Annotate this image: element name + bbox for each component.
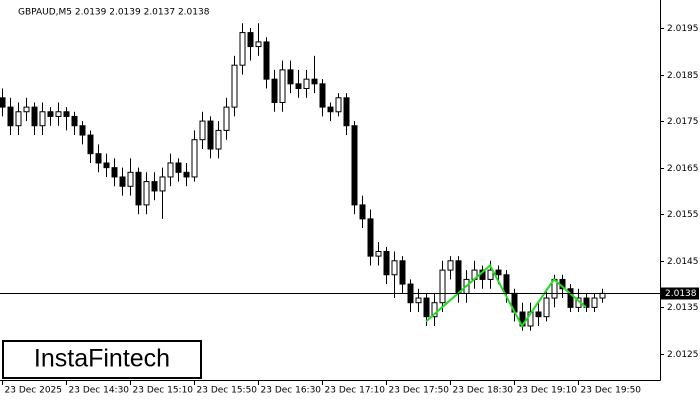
candle-body bbox=[391, 260, 398, 276]
x-tick-label: 23 Dec 17:10 bbox=[325, 386, 386, 396]
current-price-label: 2.0138 bbox=[665, 289, 697, 299]
candle-body bbox=[311, 78, 318, 85]
y-tick-label: 2.0155 bbox=[667, 210, 699, 220]
x-tick-label: 23 Dec 16:30 bbox=[261, 386, 322, 396]
candle-body bbox=[263, 41, 270, 80]
candle-body bbox=[503, 274, 510, 294]
candle-body bbox=[175, 162, 182, 173]
candle-body bbox=[431, 302, 438, 318]
chart-title: GBPAUD,M5 2.0139 2.0139 2.0137 2.0138 bbox=[18, 8, 210, 18]
x-tick-label: 23 Dec 15:50 bbox=[197, 386, 258, 396]
x-tick-label: 23 Dec 17:50 bbox=[389, 386, 450, 396]
candle-body bbox=[423, 297, 430, 318]
candle-body bbox=[543, 297, 550, 318]
candle-body bbox=[383, 250, 390, 276]
candle-body bbox=[127, 171, 134, 187]
candle-body bbox=[439, 269, 446, 304]
candle-body bbox=[591, 297, 598, 308]
candle-body bbox=[159, 176, 166, 192]
candle-body bbox=[63, 111, 70, 117]
candle-body bbox=[455, 260, 462, 294]
candle-body bbox=[327, 106, 334, 113]
candle-body bbox=[335, 97, 342, 113]
x-tick-label: 23 Dec 2025 bbox=[5, 386, 63, 396]
candle-body bbox=[343, 97, 350, 127]
x-tick-label: 23 Dec 15:10 bbox=[133, 386, 194, 396]
candle-body bbox=[215, 129, 222, 150]
y-tick-label: 2.0145 bbox=[667, 257, 699, 267]
candle-body bbox=[39, 111, 46, 127]
candle-body bbox=[191, 139, 198, 178]
candle-body bbox=[55, 111, 62, 117]
x-tick-label: 23 Dec 19:50 bbox=[581, 386, 642, 396]
candle-body bbox=[351, 125, 358, 206]
candle-body bbox=[0, 97, 6, 108]
candle-body bbox=[103, 162, 110, 169]
candle-body bbox=[447, 260, 454, 271]
candle-body bbox=[167, 162, 174, 178]
candle-body bbox=[15, 111, 22, 127]
candle-body bbox=[535, 311, 542, 318]
candle-body bbox=[567, 288, 574, 308]
candle-body bbox=[231, 64, 238, 108]
candle-body bbox=[95, 153, 102, 164]
pattern-line bbox=[425, 263, 587, 328]
candle-body bbox=[31, 106, 38, 127]
candle-body bbox=[399, 260, 406, 285]
candle-body bbox=[151, 181, 158, 192]
candle-body bbox=[415, 297, 422, 304]
current-price-box bbox=[661, 287, 699, 300]
candle-body bbox=[71, 115, 78, 127]
candle-body bbox=[271, 78, 278, 103]
candle-body bbox=[111, 167, 118, 178]
x-tick-label: 23 Dec 19:10 bbox=[517, 386, 578, 396]
x-tick-label: 23 Dec 18:30 bbox=[453, 386, 514, 396]
candle-body bbox=[47, 111, 54, 117]
candle-body bbox=[367, 218, 374, 257]
y-tick-label: 2.0175 bbox=[667, 117, 699, 127]
candle-body bbox=[319, 83, 326, 108]
candle-body bbox=[599, 292, 606, 299]
candle-body bbox=[255, 41, 262, 48]
y-tick-label: 2.0185 bbox=[667, 71, 699, 81]
candle-body bbox=[143, 181, 150, 206]
candle-body bbox=[119, 176, 126, 187]
candle-body bbox=[239, 32, 246, 66]
candle-body bbox=[7, 106, 14, 127]
candle-body bbox=[135, 171, 142, 206]
candle-body bbox=[79, 125, 86, 136]
candle-body bbox=[223, 106, 230, 131]
candle-body bbox=[295, 83, 302, 89]
candle-body bbox=[23, 106, 30, 113]
candle-body bbox=[583, 297, 590, 308]
candle-body bbox=[279, 69, 286, 103]
x-tick-label: 23 Dec 14:30 bbox=[69, 386, 130, 396]
candle-body bbox=[375, 250, 382, 257]
candle-body bbox=[495, 269, 502, 276]
candle-body bbox=[183, 171, 190, 178]
y-tick-label: 2.0195 bbox=[667, 24, 699, 34]
candle-body bbox=[287, 69, 294, 85]
candle-body bbox=[247, 32, 254, 48]
candle-body bbox=[87, 134, 94, 155]
y-tick-label: 2.0165 bbox=[667, 164, 699, 174]
logo-box bbox=[2, 340, 202, 379]
y-tick-label: 2.0135 bbox=[667, 303, 699, 313]
candle-body bbox=[303, 78, 310, 89]
candle-body bbox=[359, 204, 366, 220]
logo: InstaFintech bbox=[34, 345, 170, 373]
candle-body bbox=[487, 269, 494, 280]
y-tick-label: 2.0125 bbox=[667, 350, 699, 360]
candle-body bbox=[199, 120, 206, 141]
candle-body bbox=[207, 120, 214, 150]
